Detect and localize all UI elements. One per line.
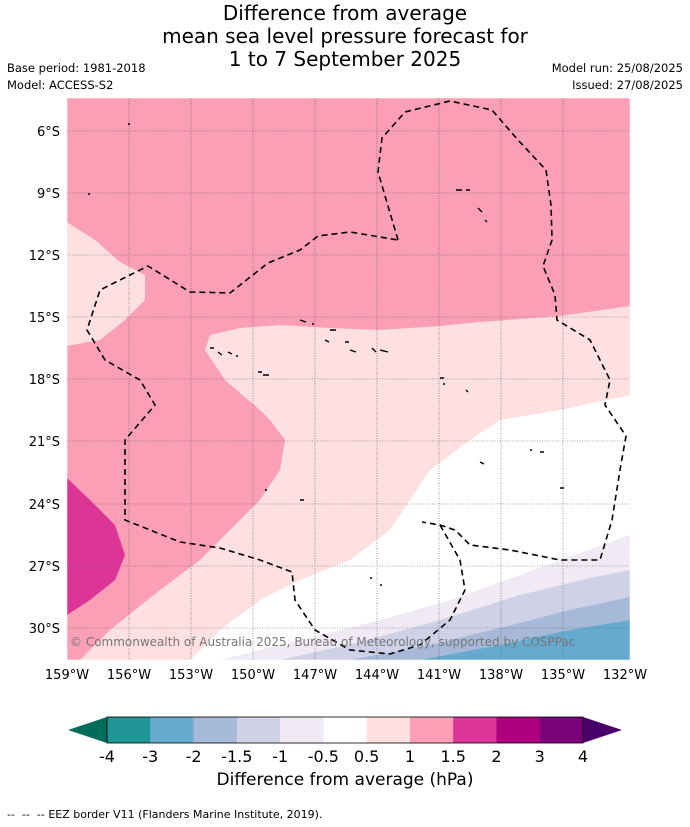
lat-label-12S: 12°S	[29, 249, 60, 264]
eez-legend: -- -- -- EEZ border V11 (Flanders Marine…	[7, 808, 322, 821]
colorbar-over-arrow	[583, 717, 622, 743]
lon-label-144W: 144°W	[355, 668, 399, 683]
colorbar-tick-label: 2	[491, 747, 501, 766]
colorbar-tick-label: -1	[272, 747, 288, 766]
lat-label-6S: 6°S	[37, 125, 60, 140]
lat-label-9S: 9°S	[37, 187, 60, 202]
colorbar-box	[107, 717, 151, 743]
colorbar-tick-label: -4	[99, 747, 115, 766]
lat-axis: 6°S 9°S 12°S 15°S 18°S 21°S 24°S 27°S 30…	[29, 125, 60, 637]
eez-dash-symbol: -- -- --	[7, 808, 49, 821]
lat-label-15S: 15°S	[29, 311, 60, 326]
colorbar-ticks: -4 -3 -2 -1.5 -1 -0.5 0.5 1 1.5 2 3 4	[99, 747, 588, 766]
colorbar-box	[539, 717, 584, 743]
anomaly-1.5-2-region	[67, 478, 125, 615]
colorbar-box	[193, 717, 238, 743]
colorbar-box	[496, 717, 541, 743]
map-figure: © Commonwealth of Australia 2025, Bureau…	[29, 97, 647, 766]
meta-left: Base period: 1981-2018 Model: ACCESS-S2	[7, 60, 146, 94]
model-run-text: Model run: 25/08/2025	[551, 61, 683, 75]
eez-legend-text: EEZ border V11 (Flanders Marine Institut…	[48, 808, 323, 821]
lon-axis: 159°W 156°W 153°W 150°W 147°W 144°W 141°…	[45, 668, 647, 683]
colorbar-box	[366, 717, 411, 743]
lon-label-150W: 150°W	[231, 668, 275, 683]
colorbar-label: Difference from average (hPa)	[216, 770, 474, 790]
lon-label-147W: 147°W	[293, 668, 337, 683]
colorbar-tick-label: -2	[186, 747, 202, 766]
colorbar-under-arrow	[68, 717, 107, 743]
map-panel	[67, 98, 630, 660]
lat-label-18S: 18°S	[29, 373, 60, 388]
colorbar-frame	[106, 716, 584, 744]
lat-label-27S: 27°S	[29, 560, 60, 575]
colorbar-tick-label: 4	[578, 747, 588, 766]
eez-border-cook-islands	[86, 231, 466, 655]
colorbar-tick-label: -1.5	[221, 747, 252, 766]
lat-label-24S: 24°S	[29, 498, 60, 513]
colorbar-tick-label: 1.5	[440, 747, 465, 766]
graticule	[67, 98, 630, 660]
colorbar-tick-label: 1	[405, 747, 415, 766]
copyright-text: © Commonwealth of Australia 2025, Bureau…	[70, 635, 575, 649]
lon-label-156W: 156°W	[107, 668, 151, 683]
eez-border-french-polynesia	[377, 100, 627, 561]
lon-label-132W: 132°W	[603, 668, 647, 683]
colorbar-box	[453, 717, 497, 743]
lon-label-141W: 141°W	[417, 668, 461, 683]
issued-text: Issued: 27/08/2025	[572, 78, 683, 92]
title-line-2: mean sea level pressure forecast for	[162, 24, 528, 48]
colorbar-box	[280, 717, 324, 743]
map-frame	[66, 97, 631, 661]
colorbar-tick-label: 0.5	[354, 747, 379, 766]
anomaly-0.5-1-west-inlet	[67, 222, 145, 346]
lon-label-135W: 135°W	[541, 668, 585, 683]
colorbar-box	[323, 717, 367, 743]
lat-label-30S: 30°S	[29, 622, 60, 637]
colorbar-box	[150, 717, 194, 743]
lon-label-153W: 153°W	[169, 668, 213, 683]
colorbar: -4 -3 -2 -1.5 -1 -0.5 0.5 1 1.5 2 3 4	[68, 716, 622, 766]
colorbar-tick-label: 3	[535, 747, 545, 766]
colorbar-tick-label: -0.5	[308, 747, 339, 766]
colorbar-box	[409, 717, 454, 743]
colorbar-boxes	[107, 717, 584, 743]
base-period-text: Base period: 1981-2018	[7, 61, 146, 75]
colorbar-box	[236, 717, 281, 743]
title-line-3: 1 to 7 September 2025	[228, 47, 462, 71]
colorbar-tick-label: -3	[142, 747, 158, 766]
lon-label-159W: 159°W	[45, 668, 89, 683]
islands	[88, 123, 564, 586]
meta-right: Model run: 25/08/2025 Issued: 27/08/2025	[552, 60, 683, 94]
title-line-1: Difference from average	[222, 1, 468, 25]
chart-title: Difference from average mean sea level p…	[0, 2, 690, 71]
anomaly-minus2-minus3-band	[420, 620, 630, 660]
lon-label-138W: 138°W	[479, 668, 523, 683]
anomaly-1-1.5-region	[67, 98, 630, 660]
model-text: Model: ACCESS-S2	[7, 78, 114, 92]
eez-borders	[86, 100, 627, 655]
lat-label-21S: 21°S	[29, 435, 60, 450]
